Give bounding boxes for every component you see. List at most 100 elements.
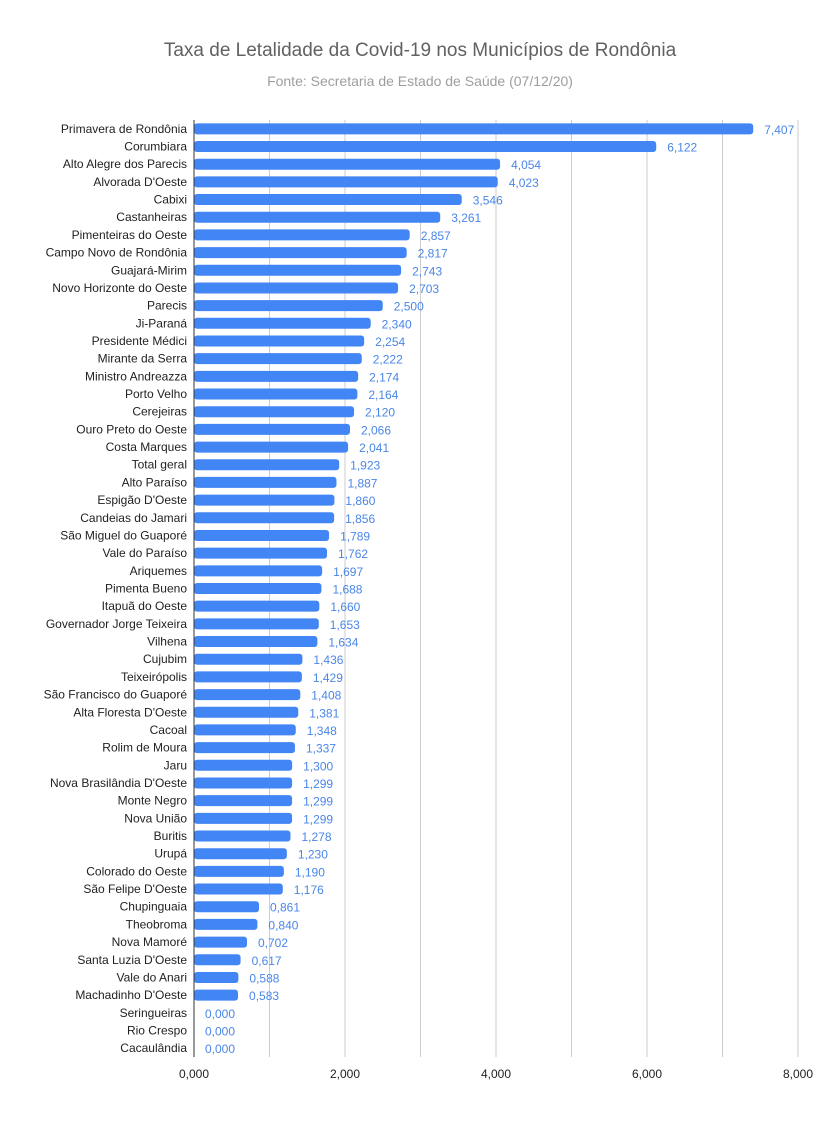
bar	[194, 423, 350, 435]
category-label: Rolim de Moura	[102, 741, 187, 755]
bar	[194, 176, 498, 188]
data-label: 0,861	[270, 901, 300, 915]
bar	[194, 848, 287, 860]
bar	[194, 777, 293, 789]
data-label: 2,703	[409, 282, 439, 296]
bar	[194, 529, 330, 541]
data-label: 1,176	[294, 883, 324, 897]
x-tick-label: 4,000	[481, 1067, 511, 1081]
bar	[194, 300, 383, 312]
bar	[194, 406, 355, 418]
category-label: Buritis	[154, 829, 187, 843]
bar	[194, 370, 359, 382]
data-label: 2,254	[375, 335, 405, 349]
data-label: 1,436	[313, 653, 343, 667]
category-label: Candeias do Jamari	[80, 511, 187, 525]
bar	[194, 918, 258, 930]
data-label: 2,340	[382, 317, 412, 331]
category-label: Machadinho D'Oeste	[75, 988, 187, 1002]
data-label: 2,066	[361, 423, 391, 437]
data-label: 2,120	[365, 406, 395, 420]
bar	[194, 565, 323, 577]
bar	[194, 883, 283, 895]
data-label: 0,000	[205, 1024, 235, 1038]
bar	[194, 547, 328, 559]
data-label: 1,300	[303, 759, 333, 773]
category-label: São Miguel do Guaporé	[60, 528, 187, 542]
category-label: Ji-Paraná	[136, 316, 188, 330]
bar	[194, 512, 335, 524]
data-label: 1,634	[328, 636, 358, 650]
data-label: 0,617	[252, 954, 282, 968]
bar	[194, 618, 319, 630]
data-label: 0,583	[249, 989, 279, 1003]
category-label: Theobroma	[126, 917, 188, 931]
category-label: Alto Paraíso	[122, 475, 188, 489]
bar	[194, 954, 241, 966]
category-label: Parecis	[147, 299, 187, 313]
x-tick-label: 6,000	[632, 1067, 662, 1081]
bar	[194, 671, 302, 683]
data-label: 1,688	[332, 583, 362, 597]
bar	[194, 795, 293, 807]
category-label: Cacaulândia	[120, 1041, 187, 1055]
bar	[194, 459, 340, 471]
bar	[194, 476, 337, 488]
data-label: 4,023	[509, 176, 539, 190]
category-label: Cujubim	[143, 652, 187, 666]
bar	[194, 441, 349, 453]
category-label: Vilhena	[147, 635, 187, 649]
x-tick-label: 8,000	[783, 1067, 813, 1081]
category-label: Primavera de Rondônia	[61, 122, 187, 136]
data-label: 0,000	[205, 1007, 235, 1021]
data-label: 1,190	[295, 865, 325, 879]
data-label: 1,381	[309, 706, 339, 720]
data-label: 1,860	[345, 494, 375, 508]
bar	[194, 706, 299, 718]
category-label: Alvorada D'Oeste	[93, 175, 187, 189]
data-label: 1,789	[340, 529, 370, 543]
category-label: Governador Jorge Teixeira	[46, 617, 188, 631]
data-label: 1,856	[345, 512, 375, 526]
data-label: 1,429	[313, 671, 343, 685]
category-label: Cacoal	[150, 723, 187, 737]
category-label: Nova Mamoré	[112, 935, 188, 949]
category-label: Teixeirópolis	[121, 670, 187, 684]
bar	[194, 653, 303, 665]
category-label: Nova União	[124, 811, 187, 825]
category-label: Colorado do Oeste	[86, 864, 187, 878]
category-label: Monte Negro	[118, 794, 188, 808]
category-label: Cerejeiras	[132, 405, 187, 419]
bar	[194, 317, 371, 329]
data-label: 1,230	[298, 848, 328, 862]
category-label: Vale do Anari	[117, 970, 188, 984]
category-label: Cabixi	[154, 193, 187, 207]
data-label: 2,817	[418, 247, 448, 261]
bar	[194, 158, 501, 170]
data-label: 1,348	[307, 724, 337, 738]
bar	[194, 388, 358, 400]
bar	[194, 247, 407, 259]
category-label: Novo Horizonte do Oeste	[52, 281, 187, 295]
bar	[194, 141, 657, 153]
bar	[194, 830, 291, 842]
bar	[194, 211, 441, 223]
category-label: Castanheiras	[116, 210, 187, 224]
data-label: 1,408	[311, 689, 341, 703]
data-label: 6,122	[667, 141, 697, 155]
bar	[194, 600, 320, 612]
bar	[194, 759, 293, 771]
data-label: 3,261	[451, 211, 481, 225]
category-label: Espigão D'Oeste	[97, 493, 187, 507]
data-label: 2,222	[373, 353, 403, 367]
category-label: Nova Brasilândia D'Oeste	[50, 776, 187, 790]
data-label: 1,660	[330, 600, 360, 614]
data-label: 2,164	[368, 388, 398, 402]
data-label: 1,299	[303, 812, 333, 826]
category-label: Pimenta Bueno	[105, 582, 187, 596]
data-label: 1,762	[338, 547, 368, 561]
bar	[194, 812, 293, 824]
category-label: Alto Alegre dos Parecis	[63, 157, 187, 171]
bar	[194, 282, 399, 294]
